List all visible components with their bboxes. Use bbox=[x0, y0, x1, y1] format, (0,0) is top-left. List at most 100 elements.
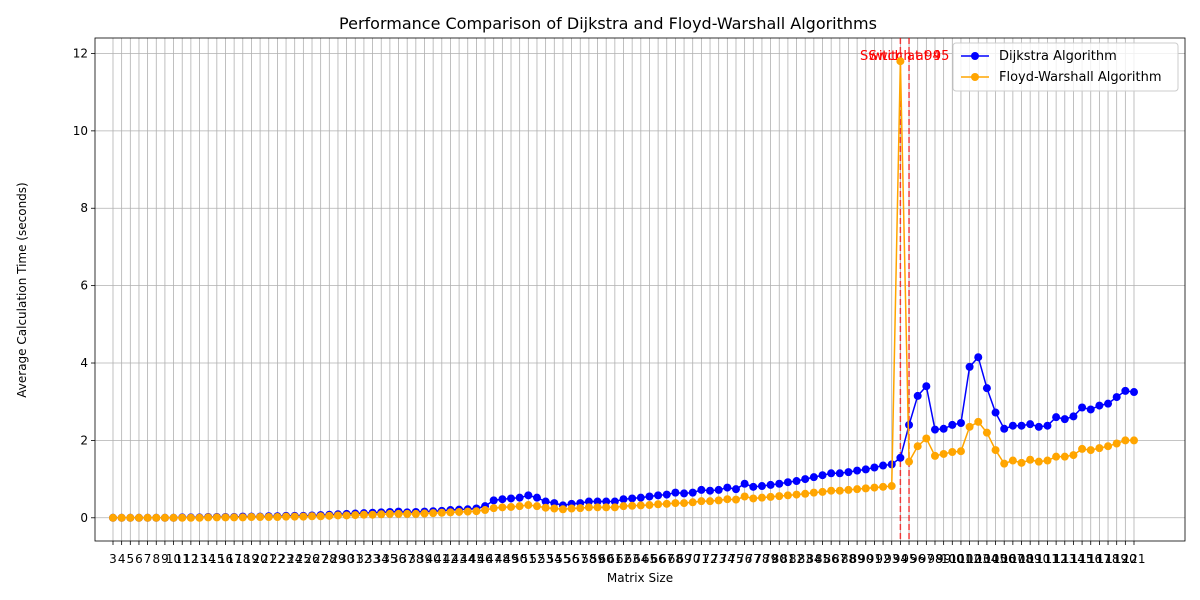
x-tick-label: 100 bbox=[941, 552, 964, 566]
x-tick-label: 70 bbox=[685, 552, 700, 566]
point bbox=[316, 512, 325, 521]
y-tick-label: 4 bbox=[80, 356, 88, 370]
point bbox=[593, 503, 602, 512]
point bbox=[264, 513, 273, 522]
point bbox=[1017, 458, 1026, 467]
x-tick-label: 36 bbox=[391, 552, 406, 566]
point bbox=[282, 512, 291, 521]
point bbox=[922, 382, 931, 391]
point bbox=[1121, 386, 1130, 395]
point bbox=[740, 479, 749, 488]
x-tick-label: 92 bbox=[875, 552, 890, 566]
point bbox=[1060, 415, 1069, 424]
point bbox=[524, 501, 533, 510]
x-tick-label: 81 bbox=[780, 552, 795, 566]
x-tick-label: 45 bbox=[469, 552, 484, 566]
point bbox=[455, 507, 464, 516]
point bbox=[1026, 420, 1035, 429]
x-tick-label: 79 bbox=[763, 552, 778, 566]
point bbox=[1112, 393, 1121, 402]
point bbox=[939, 424, 948, 433]
point bbox=[126, 513, 135, 522]
point bbox=[680, 489, 689, 498]
x-tick-label: 87 bbox=[832, 552, 847, 566]
point bbox=[905, 420, 914, 429]
x-tick-label: 76 bbox=[737, 552, 752, 566]
point bbox=[740, 492, 749, 501]
point bbox=[662, 490, 671, 499]
x-tick-label: 105 bbox=[984, 552, 1007, 566]
y-tick-label: 2 bbox=[80, 433, 88, 447]
x-tick-label: 119 bbox=[1105, 552, 1128, 566]
point bbox=[879, 461, 888, 470]
point bbox=[922, 434, 931, 443]
x-tick-label: 30 bbox=[339, 552, 354, 566]
point bbox=[809, 488, 818, 497]
x-tick-label: 18 bbox=[235, 552, 250, 566]
point bbox=[1000, 424, 1009, 433]
point bbox=[697, 497, 706, 506]
y-tick-label: 0 bbox=[80, 511, 88, 525]
point bbox=[1086, 446, 1095, 455]
point bbox=[792, 477, 801, 486]
point bbox=[965, 362, 974, 371]
point bbox=[333, 511, 342, 520]
point bbox=[1078, 403, 1087, 412]
x-tick-label: 104 bbox=[975, 552, 998, 566]
point bbox=[991, 446, 1000, 455]
point bbox=[602, 497, 611, 506]
x-tick-label: 48 bbox=[495, 552, 510, 566]
x-tick-label: 14 bbox=[201, 552, 216, 566]
point bbox=[195, 513, 204, 522]
point bbox=[524, 491, 533, 500]
x-tick-label: 43 bbox=[451, 552, 466, 566]
point bbox=[731, 495, 740, 504]
point bbox=[948, 448, 957, 457]
point bbox=[1095, 401, 1104, 410]
x-tick-label: 12 bbox=[183, 552, 198, 566]
point bbox=[913, 391, 922, 400]
x-tick-label: 94 bbox=[893, 552, 908, 566]
point bbox=[930, 425, 939, 434]
point bbox=[905, 457, 914, 466]
point bbox=[359, 510, 368, 519]
point bbox=[109, 513, 117, 522]
legend-label: Dijkstra Algorithm bbox=[999, 49, 1117, 64]
x-tick-label: 73 bbox=[711, 552, 726, 566]
point bbox=[558, 505, 567, 514]
x-tick-label: 39 bbox=[417, 552, 432, 566]
point bbox=[913, 442, 922, 451]
point bbox=[801, 489, 810, 498]
point bbox=[411, 509, 420, 518]
point bbox=[1043, 456, 1052, 465]
point bbox=[420, 509, 429, 518]
x-tick-label: 27 bbox=[313, 552, 328, 566]
point bbox=[783, 478, 792, 487]
point bbox=[446, 508, 455, 517]
x-tick-label: 42 bbox=[443, 552, 458, 566]
point bbox=[576, 504, 585, 513]
x-tick-label: 57 bbox=[573, 552, 588, 566]
point bbox=[230, 513, 239, 522]
point bbox=[861, 465, 870, 474]
point bbox=[956, 418, 965, 427]
point bbox=[463, 507, 472, 516]
point bbox=[714, 496, 723, 505]
x-tick-label: 60 bbox=[599, 552, 614, 566]
legend-marker bbox=[971, 52, 979, 60]
point bbox=[550, 504, 559, 513]
point bbox=[706, 486, 715, 495]
point bbox=[342, 511, 351, 520]
x-tick-label: 65 bbox=[642, 552, 657, 566]
point bbox=[169, 513, 178, 522]
x-tick-label: 80 bbox=[772, 552, 787, 566]
chart-title: Performance Comparison of Dijkstra and F… bbox=[339, 14, 877, 33]
point bbox=[974, 353, 983, 362]
y-tick-label: 12 bbox=[73, 46, 88, 60]
x-tick-label: 77 bbox=[746, 552, 761, 566]
point bbox=[515, 493, 524, 502]
point bbox=[645, 492, 654, 501]
point bbox=[731, 485, 740, 494]
point bbox=[1069, 412, 1078, 421]
point bbox=[1052, 452, 1061, 461]
